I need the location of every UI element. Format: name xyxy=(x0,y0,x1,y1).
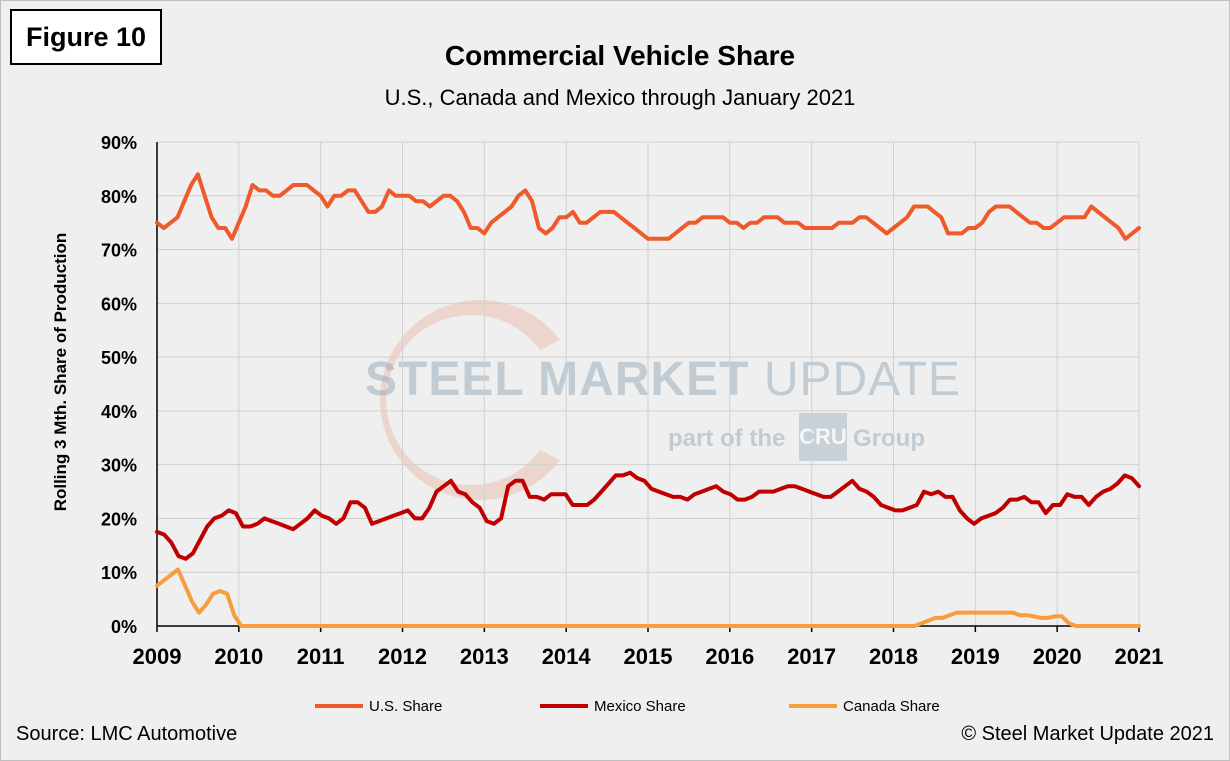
x-tick-label: 2015 xyxy=(624,644,673,669)
x-tick-label: 2021 xyxy=(1115,644,1164,669)
y-tick-label: 70% xyxy=(101,241,137,261)
y-tick-label: 80% xyxy=(101,187,137,207)
x-tick-label: 2014 xyxy=(542,644,592,669)
x-tick-label: 2010 xyxy=(214,644,263,669)
legend-label: Mexico Share xyxy=(594,697,686,715)
x-tick-label: 2009 xyxy=(133,644,182,669)
y-tick-label: 0% xyxy=(111,617,137,637)
legend-swatch xyxy=(789,704,837,708)
legend-item: U.S. Share xyxy=(315,696,442,716)
copyright-note: © Steel Market Update 2021 xyxy=(961,723,1214,745)
watermark-cru: CRU xyxy=(799,413,847,461)
watermark-thin: UPDATE xyxy=(763,353,961,406)
legend-label: U.S. Share xyxy=(369,697,443,715)
legend-swatch xyxy=(315,704,363,708)
grid-lines xyxy=(157,141,1140,626)
watermark-bold: STEEL MARKET xyxy=(365,353,750,406)
legend-swatch xyxy=(540,704,588,708)
y-tick-label: 20% xyxy=(101,509,137,529)
y-tick-label: 30% xyxy=(101,456,137,476)
x-tick-label: 2012 xyxy=(378,644,427,669)
x-tick-label: 2016 xyxy=(705,644,754,669)
y-tick-label: 10% xyxy=(101,563,137,583)
legend-item: Mexico Share xyxy=(540,696,686,716)
axes: 0% 10% 20% 30% 40% 50% 60% 70% 80% 90% 2009 2010 201… xyxy=(101,133,1164,669)
watermark-part-of: part of the xyxy=(668,425,786,452)
figure-label: Figure 10 xyxy=(10,9,162,65)
source-note: Source: LMC Automotive xyxy=(16,723,238,745)
x-tick-label: 2013 xyxy=(460,644,509,669)
y-tick-label: 90% xyxy=(101,133,137,153)
series-line-2 xyxy=(155,567,1141,628)
x-tick-label: 2019 xyxy=(951,644,1000,669)
series-line-0 xyxy=(155,172,1141,241)
legend-label: Canada Share xyxy=(843,697,940,715)
series-line-1 xyxy=(155,470,1141,561)
x-tick-label: 2017 xyxy=(787,644,836,669)
x-tick-label: 2018 xyxy=(869,644,918,669)
chart-title: Commercial Vehicle Share xyxy=(444,40,796,71)
x-tick-label: 2011 xyxy=(297,644,345,669)
legend-item: Canada Share xyxy=(789,696,940,716)
y-tick-label: 50% xyxy=(101,348,137,368)
watermark-logo-text: STEEL MARKET UPDATE xyxy=(365,352,961,407)
chart-subtitle: U.S., Canada and Mexico through January … xyxy=(384,85,856,110)
x-tick-label: 2020 xyxy=(1033,644,1082,669)
watermark-group: Group xyxy=(853,425,925,452)
y-tick-label: 40% xyxy=(101,402,137,422)
y-tick-label: 60% xyxy=(101,294,137,314)
series-lines xyxy=(155,172,1141,628)
